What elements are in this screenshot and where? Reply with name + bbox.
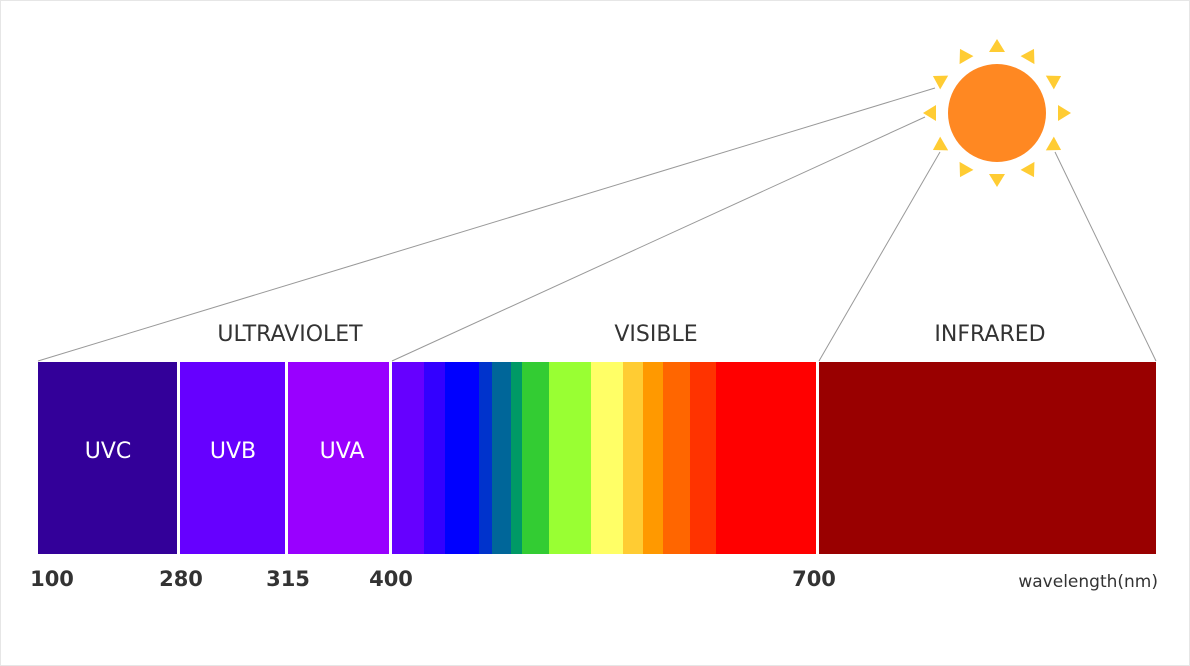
sun-ray [932,136,949,151]
sun-disc [948,64,1046,162]
band-label: UVC [85,439,132,464]
wavelength-label: 700 [792,567,836,591]
region-label: INFRARED [934,322,1045,347]
sun-ray [1020,161,1035,178]
band-label: UVA [320,439,365,464]
sun-beams [37,87,1157,362]
band-label: UVB [210,439,256,464]
stripe [663,362,690,554]
wavelength-label: 280 [159,567,203,591]
stripe [492,362,511,554]
stripe [549,362,591,554]
sun-ray [959,48,974,65]
stripe [623,362,643,554]
stripe [479,362,492,554]
stripe [690,362,716,554]
sun-ray [932,75,949,90]
beam [37,87,936,362]
uvb-band [180,362,285,554]
stripe [445,362,479,554]
beam [818,151,941,362]
stripe [522,362,549,554]
sun-ray [1045,75,1062,90]
stripe [716,362,816,554]
wavelength-label: 400 [369,567,413,591]
sun-ray [989,174,1005,187]
beam [1054,151,1157,362]
wavelength-label: 100 [30,567,74,591]
axis-label: wavelength(nm) [1018,572,1158,592]
region-label: VISIBLE [614,322,697,347]
infrared-band [819,362,1156,554]
visible-band [392,362,816,554]
sun-ray [989,39,1005,52]
sun-ray [959,161,974,178]
stripe [643,362,663,554]
beam [391,116,926,362]
region-label: ULTRAVIOLET [217,322,363,347]
sun-ray [1020,48,1035,65]
stripe [392,362,424,554]
uva-band [288,362,389,554]
sun-ray [1058,105,1071,121]
stripe [424,362,445,554]
sun [923,39,1071,187]
stripe [591,362,623,554]
sun-ray [923,105,936,121]
stripe [511,362,522,554]
uvc-band [38,362,177,554]
wavelength-label: 315 [266,567,310,591]
sun-ray [1045,136,1062,151]
